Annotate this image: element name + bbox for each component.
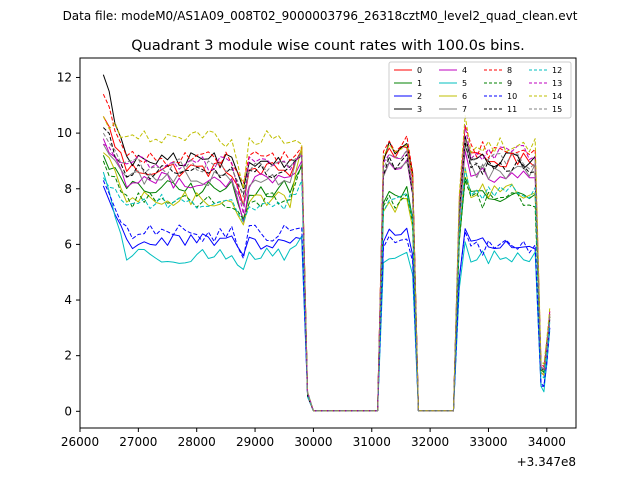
series-line-0	[102, 116, 551, 412]
series-line-11	[102, 127, 551, 412]
legend-label-5: 5	[462, 79, 467, 88]
x-tick-label: 34000	[528, 435, 566, 449]
x-tick-label: 32000	[411, 435, 449, 449]
series-line-15	[102, 132, 551, 412]
series-line-2	[102, 185, 551, 412]
legend-label-14: 14	[552, 92, 562, 101]
plot-area	[102, 74, 551, 412]
legend-box	[388, 61, 572, 119]
series-line-1	[102, 155, 551, 412]
legend-label-11: 11	[507, 105, 517, 114]
y-tick-label: 12	[57, 70, 72, 84]
y-tick-label: 10	[57, 126, 72, 140]
legend-label-9: 9	[507, 79, 512, 88]
series-line-3	[102, 74, 551, 412]
chart-title: Quadrant 3 module wise count rates with …	[131, 38, 525, 54]
series-line-6	[103, 146, 551, 412]
series-line-13	[103, 124, 551, 412]
x-tick-label: 28000	[178, 435, 216, 449]
legend-label-7: 7	[462, 105, 467, 114]
x-tick-label: 33000	[469, 435, 507, 449]
axes-frame	[79, 57, 577, 429]
y-tick-label: 4	[64, 293, 72, 307]
legend-label-6: 6	[462, 92, 467, 101]
y-tick-label: 6	[64, 237, 72, 251]
legend-label-12: 12	[552, 66, 562, 75]
x-tick-label: 31000	[353, 435, 391, 449]
x-tick-label: 27000	[119, 435, 157, 449]
y-tick-label: 2	[64, 349, 72, 363]
legend-label-2: 2	[417, 92, 422, 101]
series-line-4	[102, 138, 551, 412]
legend-label-3: 3	[417, 105, 422, 114]
x-tick-label: 29000	[236, 435, 274, 449]
series-line-10	[102, 180, 551, 412]
x-offset-label: +3.347e8	[517, 455, 576, 469]
axes: 26000 27000 28000 29000 30000 31000 32000 33000…	[57, 57, 577, 449]
series-line-14	[102, 114, 551, 412]
x-tick-label: 26000	[61, 435, 99, 449]
y-tick-label: 8	[64, 182, 72, 196]
legend-label-1: 1	[417, 79, 422, 88]
series-line-12	[102, 168, 551, 412]
legend-label-4: 4	[462, 66, 467, 75]
legend-label-13: 13	[552, 79, 562, 88]
legend-label-10: 10	[507, 92, 517, 101]
legend-label-0: 0	[417, 66, 422, 75]
legend-label-15: 15	[552, 105, 562, 114]
x-tick-label: 30000	[294, 435, 332, 449]
series-line-9	[102, 160, 551, 412]
y-tick-label: 0	[64, 404, 72, 418]
chart-suptitle: Data file: modeM0/AS1A09_008T02_90000037…	[63, 9, 578, 23]
legend-label-8: 8	[507, 66, 512, 75]
